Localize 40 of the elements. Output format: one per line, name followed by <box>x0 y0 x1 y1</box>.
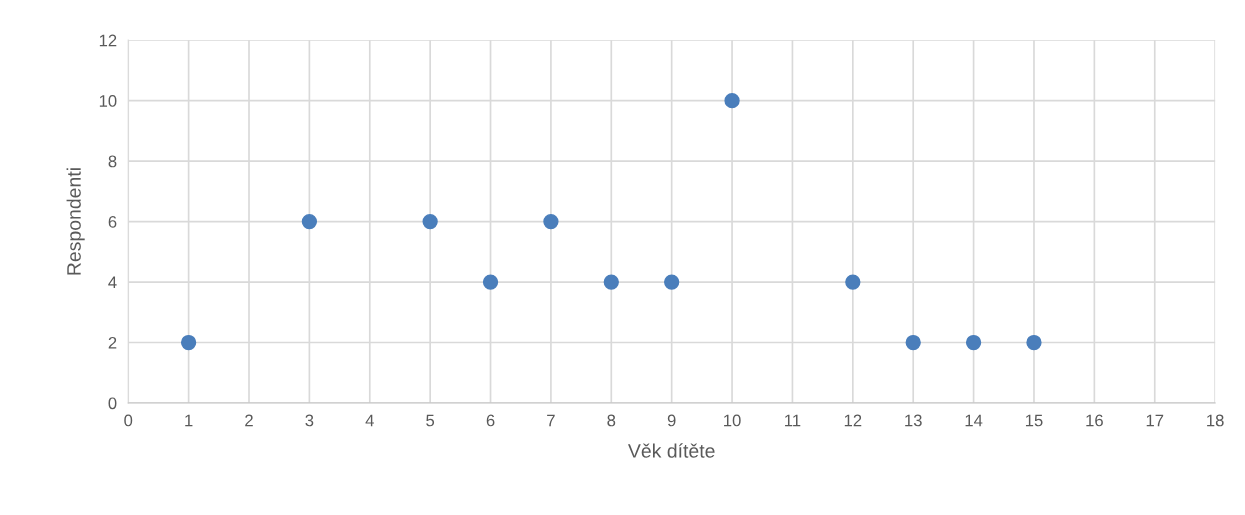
x-tick-label: 1 <box>185 414 193 427</box>
x-tick-label: 14 <box>965 414 983 427</box>
x-tick-label: 15 <box>1025 414 1043 427</box>
point <box>543 213 559 230</box>
point <box>422 213 438 230</box>
x-tick-label: 5 <box>426 414 435 427</box>
x-tick-label: 12 <box>844 414 862 427</box>
point <box>301 213 318 230</box>
y-tick-label: 8 <box>108 155 117 168</box>
x-axis-title: Věk dítěte <box>627 443 715 458</box>
x-tick-label: 6 <box>486 414 495 427</box>
x-tick-label: 0 <box>124 414 133 427</box>
x-tick-label: 7 <box>547 414 555 427</box>
x-tick-label: 4 <box>365 414 374 427</box>
y-tick-label: 2 <box>108 336 117 349</box>
point <box>482 274 499 290</box>
point <box>845 274 861 290</box>
x-tick-label: 9 <box>667 414 676 427</box>
x-tick-label: 17 <box>1146 414 1164 427</box>
x-tick-label: 10 <box>724 414 741 427</box>
point <box>603 274 619 290</box>
point <box>724 93 740 109</box>
x-tick-label: 18 <box>1207 414 1224 427</box>
y-tick-label: 12 <box>99 34 117 47</box>
y-axis-title: Respondenti <box>66 168 85 275</box>
point <box>1026 334 1042 351</box>
y-tick-label: 10 <box>99 95 117 107</box>
point <box>664 274 680 290</box>
x-tick-label: 2 <box>245 414 253 427</box>
x-tick-label: 3 <box>305 414 314 427</box>
y-tick-label: 0 <box>108 397 117 410</box>
point <box>905 334 921 351</box>
x-tick-label: 13 <box>905 414 922 427</box>
y-tick-label: 4 <box>108 276 117 289</box>
x-tick-label: 16 <box>1086 414 1103 427</box>
x-tick-label: 11 <box>785 414 801 427</box>
y-tick-label: 6 <box>108 215 117 228</box>
x-tick-label: 8 <box>607 414 616 427</box>
point <box>180 334 197 351</box>
point <box>965 334 982 351</box>
